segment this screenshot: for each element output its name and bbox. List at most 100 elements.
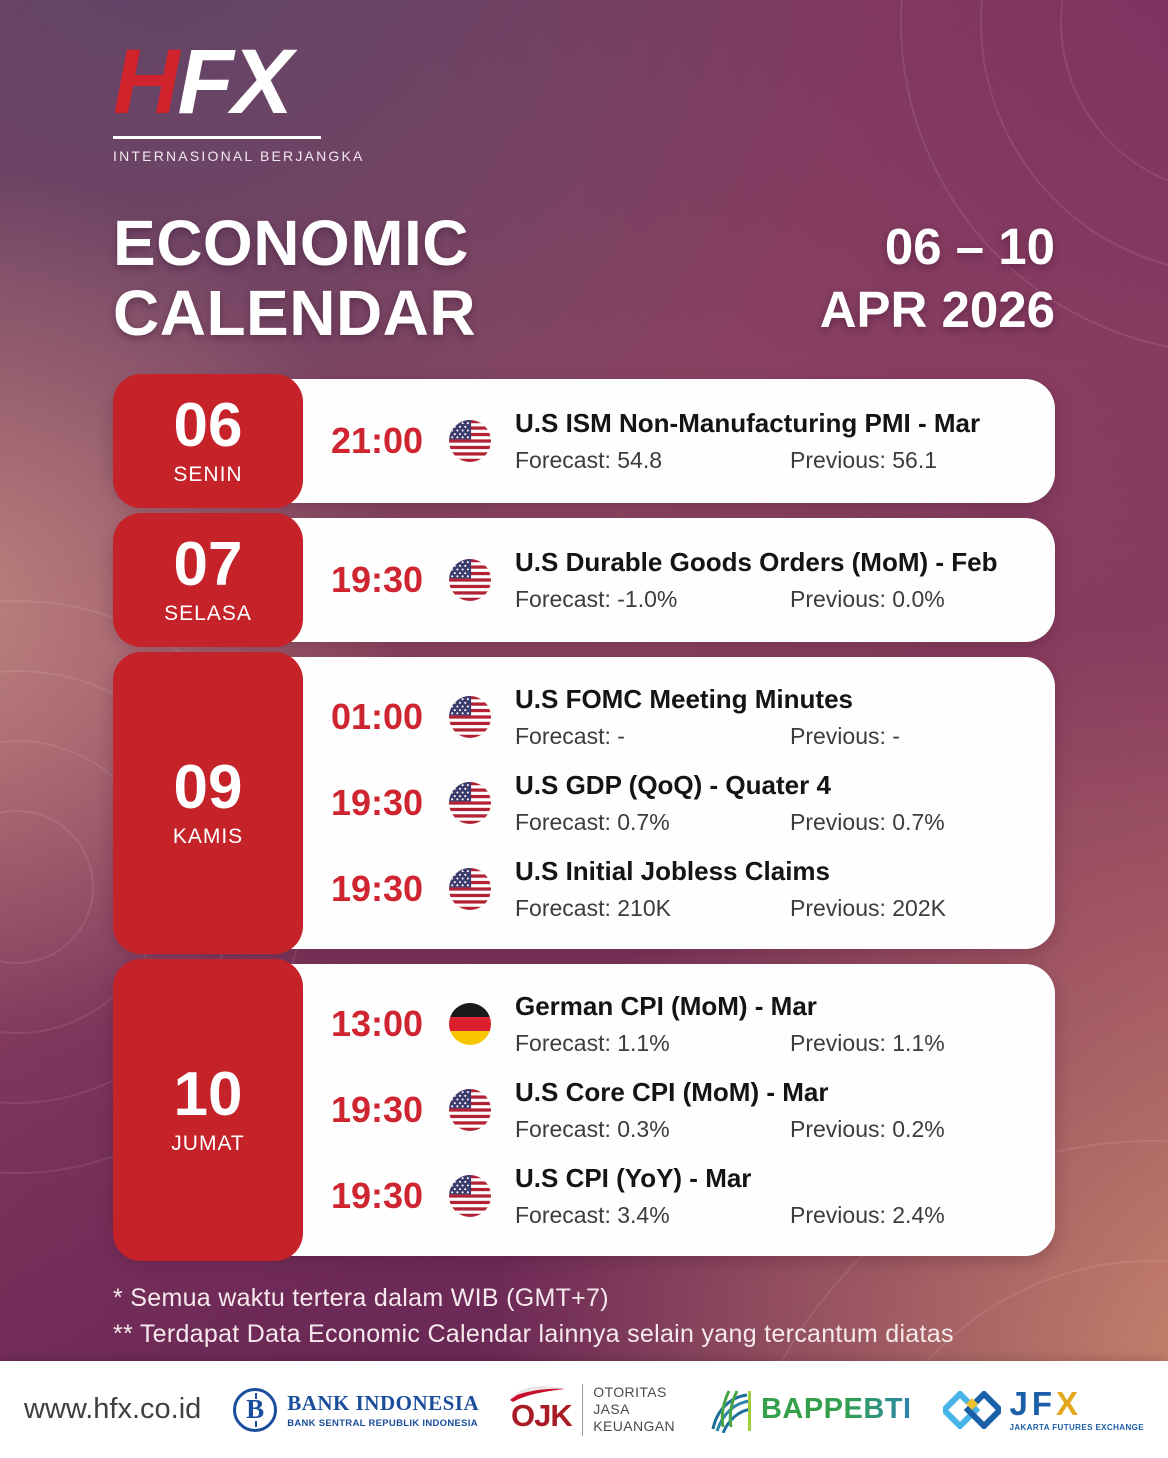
- page-title-line1: ECONOMIC: [113, 207, 469, 279]
- previous-text: Previous: 1.1%: [790, 1029, 945, 1056]
- ojk-logo: OJK OTORITAS JASA KEUANGAN: [510, 1383, 675, 1436]
- bank-indonesia-logo: B BANK INDONESIA BANK SENTRAL REPUBLIK I…: [233, 1387, 480, 1432]
- previous-text: Previous: 56.1: [790, 446, 938, 473]
- day-name: KAMIS: [172, 824, 244, 848]
- date-block: 10 JUMAT: [113, 958, 303, 1261]
- event-row: 19:30 U.S Durable Goods Orders (M: [331, 545, 1025, 615]
- event-title: U.S Core CPI (MoM) - Mar: [515, 1076, 829, 1107]
- previous-text: Previous: 0.0%: [790, 585, 945, 612]
- event-list: 13:00 German CPI (MoM) - Mar Forecast: 1…: [331, 989, 1025, 1231]
- forecast-text: Forecast: -1.0%: [515, 585, 678, 612]
- jfx-abbr-x: X: [1056, 1385, 1083, 1422]
- previous-text: Previous: 0.2%: [790, 1115, 945, 1142]
- ojk-mark: OJK: [510, 1386, 573, 1434]
- event-info: U.S Durable Goods Orders (MoM) - Feb For…: [515, 547, 1025, 613]
- brand-logo-rule: [113, 136, 321, 139]
- us-flag-icon: [449, 781, 491, 824]
- page-title-line2: CALENDAR: [113, 277, 477, 350]
- event-time: 19:30: [331, 781, 424, 823]
- brand-logo: HFX INTERNASIONAL BERJANGKA: [113, 36, 1055, 164]
- page-title: ECONOMIC CALENDAR: [113, 208, 476, 349]
- period-range: 06 – 10 APR 2026: [820, 215, 1055, 343]
- event-row: 19:30 U.S Initial Jobless Claims: [331, 854, 1025, 924]
- event-time: 21:00: [331, 419, 424, 461]
- date-block: 09 KAMIS: [113, 651, 303, 954]
- forecast-text: Forecast: 3.4%: [515, 1201, 670, 1228]
- event-info: U.S Initial Jobless Claims Forecast: 210…: [515, 856, 1025, 922]
- ojk-line2: JASA: [593, 1401, 630, 1418]
- brand-logo-text: HFX: [113, 36, 1055, 128]
- event-row: 19:30 U.S Core CPI (MoM) - Mar: [331, 1075, 1025, 1145]
- jfx-abbr-jf: JF: [1009, 1385, 1056, 1422]
- event-info: U.S FOMC Meeting Minutes Forecast: - Pre…: [515, 684, 1025, 750]
- bappebti-logo: BAPPEBTI: [707, 1387, 912, 1433]
- ojk-line1: OTORITAS: [593, 1384, 667, 1401]
- brand-logo-fx: FX: [177, 31, 293, 133]
- jfx-subtitle: JAKARTA FUTURES EXCHANGE: [1009, 1423, 1144, 1432]
- event-title: U.S FOMC Meeting Minutes: [515, 683, 853, 714]
- calendar-card-list: 06 SENIN 21:00: [113, 373, 1055, 1261]
- event-title: U.S Initial Jobless Claims: [515, 855, 830, 886]
- day-card: 07 SELASA 19:30: [113, 512, 1055, 647]
- event-stats: Forecast: 0.7% Previous: 0.7%: [515, 809, 1025, 836]
- event-stats: Forecast: 3.4% Previous: 2.4%: [515, 1202, 1025, 1229]
- footnote-disclaimer: ** Terdapat Data Economic Calendar lainn…: [113, 1320, 954, 1349]
- date-number: 10: [173, 1059, 243, 1129]
- forecast-text: Forecast: -: [515, 722, 625, 749]
- bappebti-label: BAPPEBTI: [760, 1393, 912, 1425]
- event-title: German CPI (MoM) - Mar: [515, 990, 817, 1021]
- event-info: German CPI (MoM) - Mar Forecast: 1.1% Pr…: [515, 991, 1025, 1057]
- event-row: 13:00 German CPI (MoM) - Mar Forecast: 1…: [331, 989, 1025, 1059]
- jfx-logo: JFX JAKARTA FUTURES EXCHANGE: [943, 1387, 1144, 1432]
- us-flag-icon: [449, 419, 491, 462]
- date-number: 09: [173, 752, 243, 822]
- event-info: U.S CPI (YoY) - Mar Forecast: 3.4% Previ…: [515, 1163, 1025, 1229]
- ojk-line3: KEUANGAN: [593, 1417, 676, 1434]
- event-info: U.S GDP (QoQ) - Quater 4 Forecast: 0.7% …: [515, 770, 1025, 836]
- previous-text: Previous: 202K: [790, 894, 946, 921]
- event-title: U.S ISM Non-Manufacturing PMI - Mar: [515, 407, 981, 438]
- footnote-time-zone: * Semua waktu tertera dalam WIB (GMT+7): [113, 1283, 609, 1312]
- event-title: U.S CPI (YoY) - Mar: [515, 1162, 752, 1193]
- event-stats: Forecast: 1.1% Previous: 1.1%: [515, 1030, 1025, 1057]
- germany-flag-icon: [449, 1002, 491, 1045]
- bank-indonesia-logo-icon: B: [233, 1387, 278, 1432]
- date-number: 07: [173, 529, 243, 599]
- event-list: 01:00 U.S FOMC Meeting Minutes: [331, 682, 1025, 924]
- event-time: 19:30: [331, 867, 424, 909]
- event-time: 01:00: [331, 695, 424, 737]
- date-block: 06 SENIN: [113, 373, 303, 508]
- previous-text: Previous: 0.7%: [790, 808, 945, 835]
- header: ECONOMIC CALENDAR 06 – 10 APR 2026: [113, 208, 1055, 349]
- brand-tagline: INTERNASIONAL BERJANGKA: [113, 148, 365, 164]
- day-name: SELASA: [164, 601, 252, 625]
- event-stats: Forecast: 210K Previous: 202K: [515, 895, 1025, 922]
- previous-text: Previous: -: [790, 722, 900, 749]
- forecast-text: Forecast: 1.1%: [515, 1029, 670, 1056]
- jfx-diamonds-icon: [943, 1390, 1002, 1429]
- event-stats: Forecast: 54.8 Previous: 56.1: [515, 447, 1025, 474]
- forecast-text: Forecast: 210K: [515, 894, 671, 921]
- event-list: 19:30 U.S Durable Goods Orders (M: [331, 543, 1025, 617]
- date-number: 06: [173, 390, 243, 460]
- ojk-full-name: OTORITAS JASA KEUANGAN: [593, 1384, 675, 1434]
- date-block: 07 SELASA: [113, 512, 303, 647]
- day-card: 10 JUMAT 13:00 German CPI (MoM) - Mar Fo…: [113, 958, 1055, 1261]
- bank-indonesia-subtitle: BANK SENTRAL REPUBLIK INDONESIA: [287, 1417, 478, 1429]
- forecast-text: Forecast: 54.8: [515, 446, 663, 473]
- footer-bar: www.hfx.co.id B BANK INDONESIA BANK SENT…: [0, 1361, 1168, 1458]
- us-flag-icon: [449, 695, 491, 738]
- event-time: 19:30: [331, 1174, 424, 1216]
- us-flag-icon: [449, 558, 491, 601]
- period-days: 06 – 10: [884, 217, 1055, 275]
- us-flag-icon: [449, 1088, 491, 1131]
- period-month-year: APR 2026: [819, 281, 1055, 339]
- bank-indonesia-name: BANK INDONESIA: [287, 1390, 480, 1415]
- website-url: www.hfx.co.id: [24, 1393, 202, 1425]
- previous-text: Previous: 2.4%: [790, 1201, 945, 1228]
- ojk-divider: [581, 1383, 584, 1436]
- event-stats: Forecast: 0.3% Previous: 0.2%: [515, 1116, 1025, 1143]
- event-time: 19:30: [331, 558, 424, 600]
- event-info: U.S ISM Non-Manufacturing PMI - Mar Fore…: [515, 408, 1025, 474]
